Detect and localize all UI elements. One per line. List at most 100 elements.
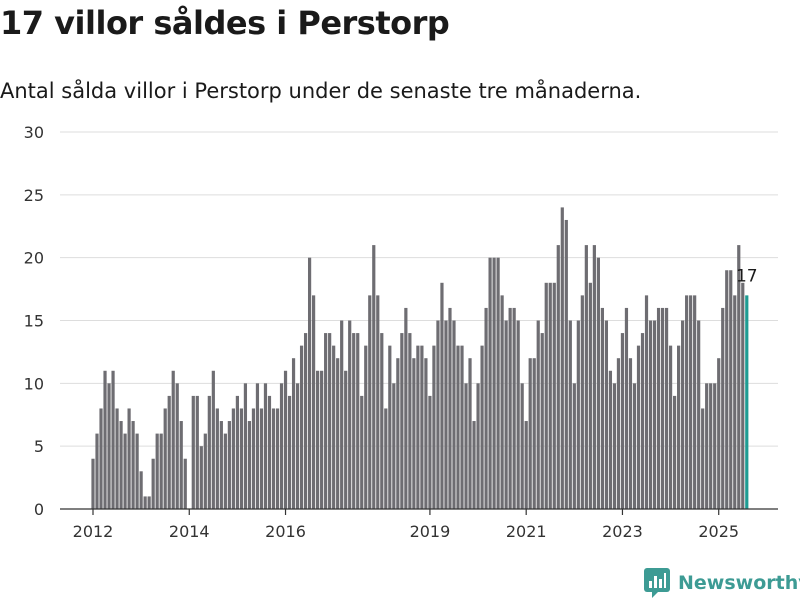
- bar: [251, 408, 256, 509]
- bar: [448, 307, 452, 509]
- bar: [488, 257, 492, 509]
- bar: [472, 421, 476, 509]
- bar: [396, 358, 400, 509]
- bar: [725, 270, 729, 509]
- bar: [151, 458, 155, 509]
- bar: [496, 257, 500, 509]
- bar: [660, 307, 665, 509]
- x-tick-label: 2016: [265, 522, 306, 541]
- bar: [307, 257, 312, 509]
- page-title: 17 villor såldes i Perstorp: [0, 4, 450, 42]
- bar: [324, 333, 328, 509]
- brand-name: Newsworthy: [678, 572, 800, 594]
- bar: [155, 433, 159, 509]
- bar: [600, 307, 604, 509]
- bar: [709, 383, 713, 509]
- x-tick-label: 2023: [602, 522, 643, 541]
- newsworthy-logo-icon: [644, 568, 670, 598]
- bar: [163, 408, 167, 509]
- y-tick-label: 30: [24, 123, 44, 142]
- bar: [673, 395, 677, 509]
- page-subtitle: Antal sålda villor i Perstorp under de s…: [0, 79, 642, 103]
- y-tick-label: 5: [34, 437, 44, 456]
- bar: [408, 333, 412, 509]
- bar: [147, 496, 151, 509]
- bar: [271, 408, 276, 509]
- bar: [652, 320, 657, 509]
- bar: [291, 358, 296, 509]
- bar: [733, 295, 737, 509]
- bar: [336, 358, 340, 509]
- bar: [255, 383, 260, 509]
- bar: [223, 433, 227, 509]
- bar: [348, 320, 352, 509]
- bar: [460, 345, 464, 509]
- bar: [432, 345, 436, 509]
- bar: [340, 320, 344, 509]
- bar: [604, 320, 609, 509]
- bar: [356, 333, 360, 509]
- bar: [428, 395, 432, 509]
- y-tick-label: 25: [24, 186, 44, 205]
- bar: [247, 421, 252, 509]
- bar: [275, 408, 280, 509]
- bar: [139, 471, 143, 509]
- bar: [713, 383, 717, 509]
- bar: [219, 421, 223, 509]
- bar: [416, 345, 420, 509]
- bar: [143, 496, 147, 509]
- bar: [564, 219, 568, 509]
- bar: [741, 282, 745, 509]
- bar: [404, 307, 408, 509]
- bar: [107, 383, 111, 509]
- bar: [640, 333, 645, 509]
- brand-logo: Newsworthy: [644, 568, 800, 598]
- bar: [279, 383, 284, 509]
- bar: [580, 295, 584, 509]
- bar: [199, 446, 203, 509]
- y-tick-label: 10: [24, 374, 44, 393]
- bar: [677, 345, 681, 509]
- bar: [380, 333, 384, 509]
- bar: [484, 307, 488, 509]
- bar: [211, 370, 215, 509]
- bar: [99, 408, 103, 509]
- bar: [115, 408, 119, 509]
- bar: [235, 395, 239, 509]
- bar: [608, 370, 613, 509]
- bar: [171, 370, 175, 509]
- bar: [668, 345, 673, 509]
- bar: [364, 345, 368, 509]
- bar: [632, 383, 637, 509]
- bar-chart: 2012 2014 2016 2019 2021 2023 2025 05101520253…: [24, 123, 778, 541]
- bar-latest: [745, 295, 749, 509]
- bar: [701, 408, 705, 509]
- bar: [295, 383, 300, 509]
- bar: [520, 383, 524, 509]
- bar: [737, 245, 741, 509]
- bar: [568, 320, 572, 509]
- bar: [203, 433, 207, 509]
- bar: [388, 345, 392, 509]
- bar: [644, 295, 649, 509]
- bar: [620, 333, 625, 509]
- bar: [175, 383, 179, 509]
- bar: [664, 307, 669, 509]
- bar: [287, 395, 292, 509]
- y-tick-label: 20: [24, 249, 44, 268]
- x-tick-label: 2025: [698, 522, 739, 541]
- bar: [183, 458, 187, 509]
- bar: [544, 282, 548, 509]
- bar: [476, 383, 480, 509]
- bar: [500, 295, 504, 509]
- bar: [452, 320, 456, 509]
- y-axis-labels: 0 5 10 15 20 25 30: [24, 123, 44, 519]
- bar: [123, 433, 127, 509]
- bar: [729, 270, 733, 509]
- bar: [368, 295, 372, 509]
- bar: [320, 370, 324, 509]
- x-tick-label: 2012: [73, 522, 114, 541]
- bar: [267, 395, 272, 509]
- bar: [512, 307, 516, 509]
- bar: [456, 345, 460, 509]
